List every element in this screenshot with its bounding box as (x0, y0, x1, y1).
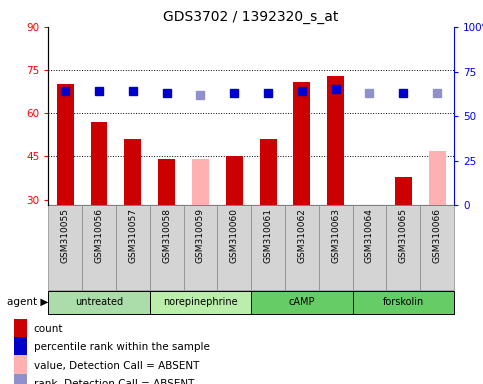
Bar (150, 205, 184, 290)
Text: cAMP: cAMP (289, 297, 315, 308)
Text: norepinephrine: norepinephrine (163, 297, 238, 308)
Bar (428, 151, 445, 205)
Title: GDS3702 / 1392320_s_at: GDS3702 / 1392320_s_at (163, 10, 339, 25)
Text: agent ▶: agent ▶ (7, 297, 48, 308)
Bar (294, 82, 311, 205)
Bar (82, 205, 116, 290)
Bar (14, 355, 27, 376)
Bar (353, 291, 454, 314)
Bar (285, 205, 319, 290)
Bar (184, 205, 217, 290)
Bar (57, 84, 74, 205)
Text: GSM310063: GSM310063 (331, 208, 340, 263)
Bar (91, 122, 108, 205)
Text: GSM310058: GSM310058 (162, 208, 171, 263)
Text: GSM310061: GSM310061 (264, 208, 272, 263)
Text: GSM310059: GSM310059 (196, 208, 205, 263)
Bar (48, 205, 82, 290)
Text: GSM310064: GSM310064 (365, 208, 374, 263)
Bar (150, 291, 251, 314)
Text: rank, Detection Call = ABSENT: rank, Detection Call = ABSENT (34, 379, 194, 384)
Bar (14, 374, 27, 384)
Bar (158, 159, 175, 205)
Bar (217, 205, 251, 290)
Bar (14, 337, 27, 358)
Bar (125, 139, 142, 205)
Text: untreated: untreated (75, 297, 123, 308)
Bar (226, 157, 242, 205)
Bar (14, 319, 27, 339)
Bar (327, 76, 344, 205)
Text: percentile rank within the sample: percentile rank within the sample (34, 343, 210, 353)
Text: count: count (34, 324, 63, 334)
Bar (386, 205, 420, 290)
Text: GSM310060: GSM310060 (230, 208, 239, 263)
Text: GSM310056: GSM310056 (95, 208, 103, 263)
Bar (420, 205, 454, 290)
Text: GSM310062: GSM310062 (298, 208, 306, 263)
Bar (251, 205, 285, 290)
Bar (260, 139, 276, 205)
Text: forskolin: forskolin (383, 297, 424, 308)
Bar (116, 205, 150, 290)
Text: value, Detection Call = ABSENT: value, Detection Call = ABSENT (34, 361, 199, 371)
Bar (319, 205, 353, 290)
Bar (48, 291, 150, 314)
Bar (353, 205, 386, 290)
Text: GSM310055: GSM310055 (61, 208, 70, 263)
Text: GSM310057: GSM310057 (128, 208, 137, 263)
Bar (192, 159, 209, 205)
Bar (251, 291, 353, 314)
Text: GSM310066: GSM310066 (433, 208, 441, 263)
Bar (395, 177, 412, 205)
Text: GSM310065: GSM310065 (399, 208, 408, 263)
